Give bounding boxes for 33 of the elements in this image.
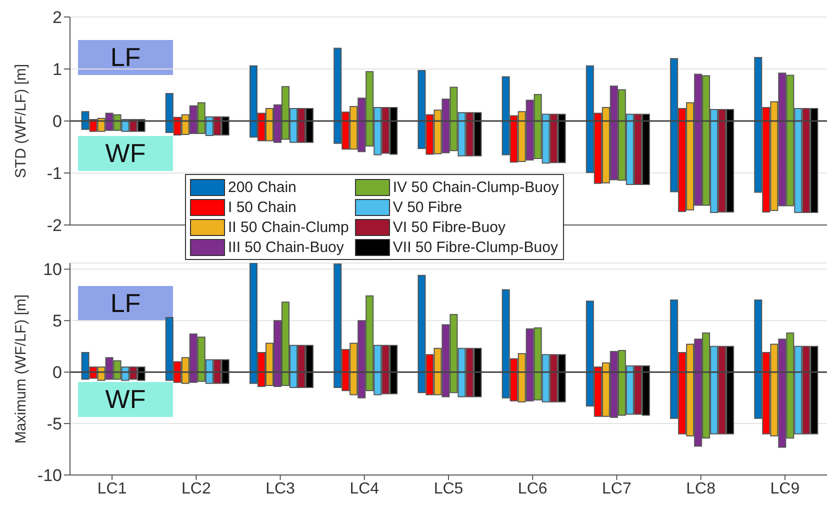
y-tick-label: -2 (46, 216, 62, 236)
y-tick-label: -1 (46, 164, 62, 184)
legend-label: VI 50 Fibre-Buoy (392, 218, 506, 236)
annotation: WF (105, 138, 146, 169)
legend-label: III 50 Chain-Buoy (228, 238, 344, 256)
y-tick-label: 0 (52, 363, 62, 382)
y-tick-label: 2 (52, 8, 62, 28)
legend-label: V 50 Fibre (392, 198, 462, 216)
legend-label: II 50 Chain-Clump (228, 218, 349, 236)
x-tick-label: LC3 (266, 480, 296, 498)
x-tick-label: LC6 (518, 480, 548, 498)
legend-label: I 50 Chain (228, 198, 296, 216)
x-tick-label: LC7 (602, 480, 632, 498)
x-tick-label: LC5 (434, 480, 464, 498)
x-tick-label: LC2 (181, 480, 211, 498)
x-tick-label: LC1 (97, 480, 127, 498)
annotation: LF (110, 42, 141, 73)
y-tick-label: 1 (52, 60, 62, 80)
y-axis-title: STD (WF/LF) [m] (12, 64, 30, 178)
legend-label: IV 50 Chain-Clump-Buoy (392, 178, 559, 196)
x-tick-label: LC4 (350, 480, 380, 498)
y-tick-label: -5 (46, 414, 62, 434)
y-axis-title: Maximum (WF/LF) [m] (12, 294, 30, 444)
annotation: LF (110, 288, 141, 319)
x-tick-label: LC9 (770, 480, 800, 498)
y-tick-label: 0 (52, 112, 62, 132)
y-tick-label: 10 (43, 260, 62, 280)
legend-label: 200 Chain (228, 178, 296, 196)
x-tick-label: LC8 (686, 480, 716, 498)
y-tick-label: 5 (52, 312, 62, 331)
legend-label: VII 50 Fibre-Clump-Buoy (392, 238, 558, 256)
annotation: WF (105, 384, 146, 415)
y-tick-label: -10 (37, 466, 62, 486)
